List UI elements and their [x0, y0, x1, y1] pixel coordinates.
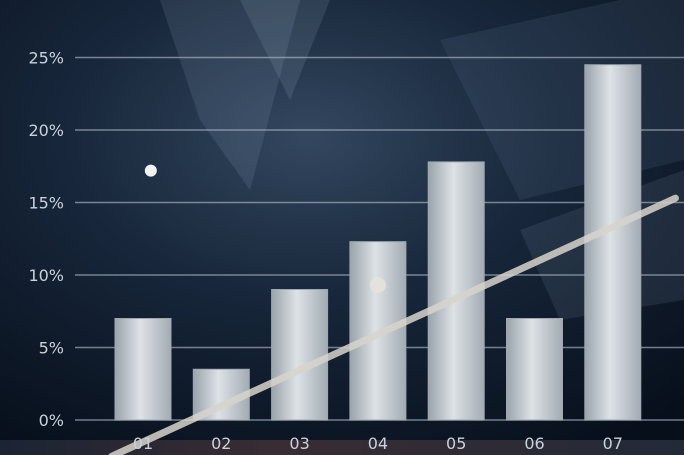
y-tick-label: 0%	[39, 411, 64, 430]
y-tick-label: 25%	[28, 49, 64, 68]
bar-07	[584, 64, 642, 421]
y-tick-label: 15%	[28, 194, 64, 213]
bar-06	[506, 318, 563, 421]
bars	[114, 64, 642, 421]
x-tick-label: 04	[368, 434, 388, 453]
x-tick-label: 05	[446, 434, 466, 453]
x-tick-label: 01	[133, 434, 153, 453]
bar-04	[349, 241, 407, 421]
bar-01	[114, 318, 172, 421]
x-tick-label: 03	[289, 434, 309, 453]
y-tick-label: 5%	[39, 339, 64, 358]
y-tick-label: 20%	[28, 121, 64, 140]
trend-line	[108, 194, 679, 455]
y-axis-tick-labels: 0% 5% 10% 15% 20% 25%	[28, 49, 64, 431]
bar-03	[271, 289, 329, 421]
x-tick-label: 07	[603, 434, 623, 453]
data-point-marker	[144, 164, 157, 177]
x-tick-label: 02	[211, 434, 231, 453]
x-axis-tick-labels: 01 02 03 04 05 06 07	[133, 434, 623, 453]
y-tick-label: 10%	[28, 266, 64, 285]
trend-line-group	[108, 164, 679, 455]
trend-marker	[369, 277, 386, 294]
x-tick-label: 06	[524, 434, 544, 453]
